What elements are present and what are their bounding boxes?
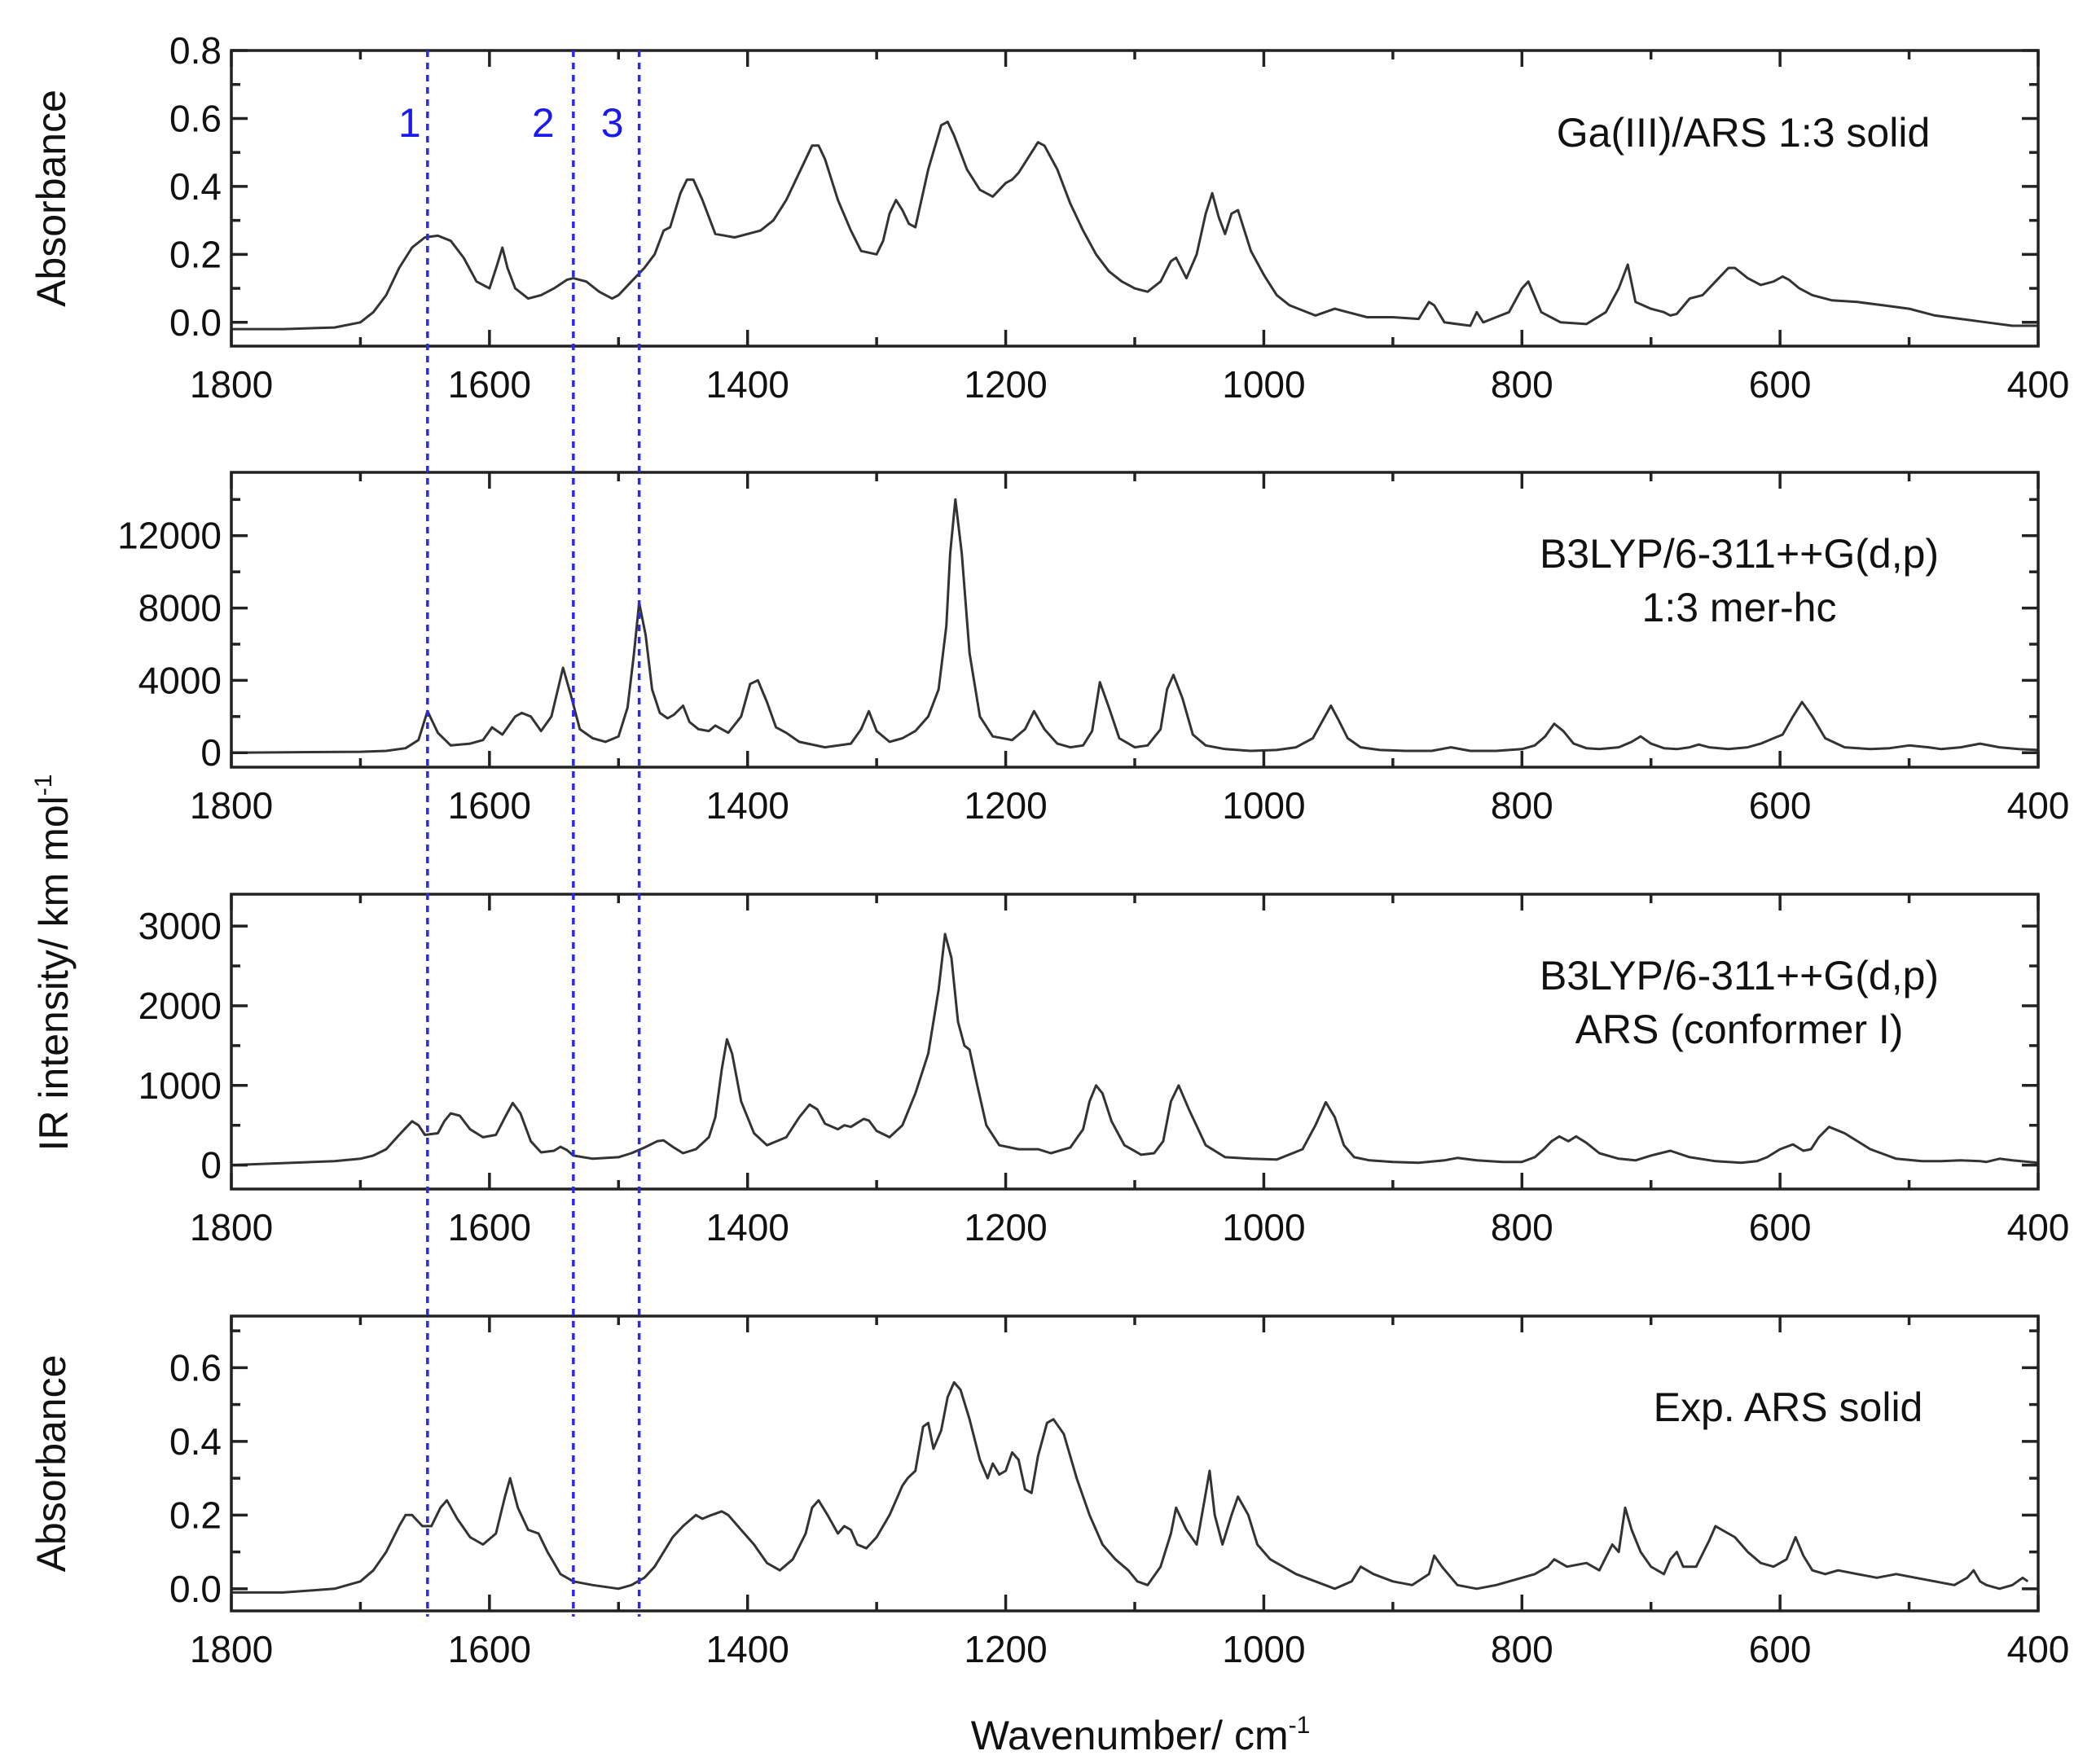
panel-b3lyp-mer-hc: 1800 1600 1400 1200 1000 800 600 40004000800012… [117, 471, 2070, 827]
x-tick-label: 1200 [964, 1206, 1047, 1248]
x-tick-label: 1600 [448, 784, 531, 827]
x-tick-label: 1800 [190, 784, 273, 827]
x-tick-label: 1400 [706, 1206, 789, 1248]
x-tick-label: 800 [1491, 1628, 1553, 1670]
plot-frame [230, 1314, 2040, 1613]
panels-layer: 1800 1600 1400 1200 1000 800 600 4000.00.20.40.… [29, 29, 2069, 1670]
spectrum-line-b3lyp-mer-hc [231, 498, 2039, 754]
y-tick-label: 0.4 [169, 165, 222, 208]
x-tick-label: 800 [1491, 1206, 1553, 1248]
y-tick-label: 2000 [138, 985, 222, 1027]
y-tick-label: 0.6 [169, 97, 222, 139]
x-tick-label: 1400 [706, 363, 789, 406]
shared-y-axis-title-superscript: -1 [30, 774, 57, 796]
y-tick-label: 0.2 [169, 1494, 222, 1536]
x-tick-label: 400 [2007, 363, 2070, 406]
y-tick-label: 3000 [138, 905, 222, 947]
x-tick-label: 1800 [190, 1628, 273, 1670]
y-tick-label: 4000 [138, 659, 222, 701]
x-tick-label: 1800 [190, 1206, 273, 1248]
spectrum-line-ga-ars-solid [231, 121, 2038, 331]
x-tick-label: 1000 [1222, 1206, 1305, 1248]
x-tick-label: 800 [1491, 363, 1553, 406]
y-axis-title: Absorbance [29, 1355, 74, 1573]
panel-title-line: B3LYP/6-311++G(d,p) [1540, 953, 1939, 998]
x-tick-label: 1600 [448, 363, 531, 406]
x-tick-label: 1000 [1222, 1628, 1305, 1670]
y-tick-label: 0 [200, 731, 222, 774]
y-tick-label: 1000 [138, 1064, 222, 1107]
y-tick-label: 0.4 [169, 1420, 222, 1463]
y-axis-title: Absorbance [29, 90, 74, 307]
shared-y-axis-title: IR intensity/ km mol-1 [30, 774, 77, 1152]
x-tick-label: 400 [2007, 784, 2070, 827]
plot-frame [230, 49, 2040, 348]
panel-b3lyp-ars-conformer-i: 1800 1600 1400 1200 1000 800 600 400 0 1000 2000 30… [138, 893, 2070, 1248]
x-tick-label: 1000 [1222, 784, 1305, 827]
panel-ga-ars-solid: 1800 1600 1400 1200 1000 800 600 400 0.0 0.2 0.4 0.… [29, 29, 2069, 406]
x-tick-label: 400 [2007, 1628, 2070, 1670]
x-axis-title: Wavenumber/ cm-1 [971, 1712, 1311, 1758]
x-axis-title-text: Wavenumber/ cm [971, 1713, 1289, 1758]
shared-y-axis-title-text: IR intensity/ km mol [31, 796, 77, 1151]
x-tick-label: 400 [2007, 1206, 2070, 1248]
y-tick-label: 0.6 [169, 1346, 222, 1389]
y-tick-label: 0.0 [169, 301, 222, 344]
y-tick-label: 8000 [138, 587, 222, 630]
spectrum-line-exp-ars-solid [231, 1380, 2029, 1594]
x-tick-label: 1000 [1222, 363, 1305, 406]
marker-label-2: 2 [532, 100, 555, 146]
x-tick-label: 1200 [964, 1628, 1047, 1670]
x-tick-label: 1600 [448, 1628, 531, 1670]
y-tick-label: 0.2 [169, 233, 222, 275]
x-tick-label: 1400 [706, 1628, 789, 1670]
panel-title-line: Ga(III)/ARS 1:3 solid [1557, 110, 1931, 156]
x-tick-label: 600 [1749, 363, 1812, 406]
x-tick-label: 600 [1749, 1628, 1812, 1670]
x-tick-label: 1200 [964, 363, 1047, 406]
x-tick-label: 1400 [706, 784, 789, 827]
spectrum-line-b3lyp-ars-conformer-i [231, 932, 2039, 1167]
marker-label-3: 3 [601, 100, 624, 146]
panel-exp-ars-solid: 1800 1600 1400 1200 1000 800 600 400 0.0 0.2 0.4 0.… [29, 1314, 2070, 1670]
y-tick-label: 0.8 [169, 29, 222, 72]
x-tick-label: 800 [1491, 784, 1553, 827]
panel-title-line: 1:3 mer-hc [1642, 585, 1837, 630]
y-tick-label: 0.0 [169, 1568, 222, 1610]
x-axis-title-superscript: -1 [1289, 1712, 1311, 1739]
x-tick-label: 600 [1749, 784, 1812, 827]
panel-title-line: Exp. ARS solid [1654, 1384, 1923, 1430]
panel-title-line: ARS (conformer I) [1575, 1007, 1904, 1052]
x-tick-label: 1800 [190, 363, 273, 406]
x-tick-label: 1200 [964, 784, 1047, 827]
y-tick-label: 12000 [117, 515, 222, 557]
y-tick-label: 0 [200, 1144, 222, 1187]
panel-title-line: B3LYP/6-311++G(d,p) [1540, 531, 1939, 577]
x-tick-label: 1600 [448, 1206, 531, 1248]
marker-label-1: 1 [398, 100, 421, 146]
x-tick-label: 600 [1749, 1206, 1812, 1248]
